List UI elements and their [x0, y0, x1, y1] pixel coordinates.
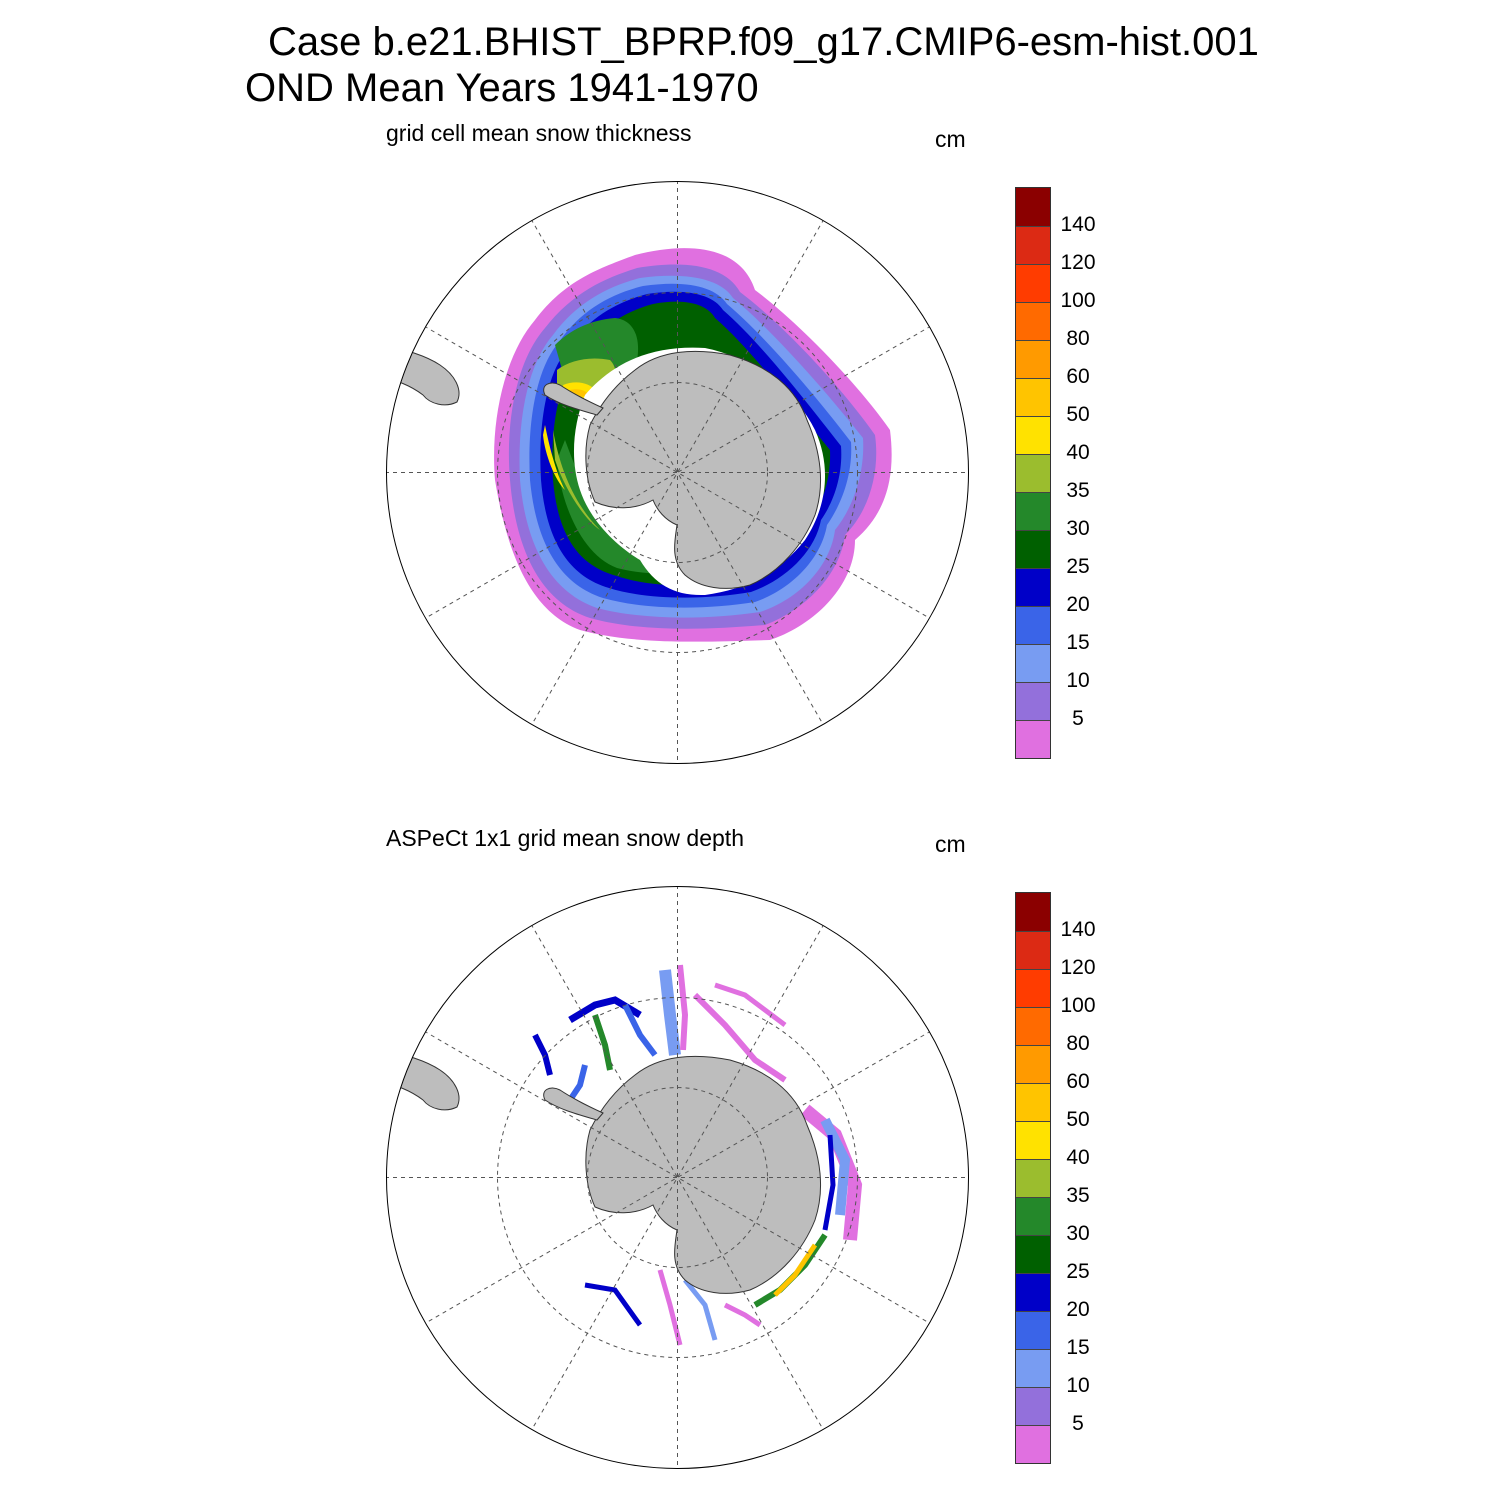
colorbar-tick-label: 120	[1060, 956, 1096, 979]
colorbar-tick-label: 40	[1066, 441, 1090, 464]
colorbar-tick-label: 35	[1066, 1184, 1090, 1207]
colorbar-swatch	[1016, 1235, 1050, 1273]
observation-tracks	[532, 964, 863, 1346]
colorbar-tick-label: 50	[1066, 403, 1090, 426]
colorbar-swatch	[1016, 1121, 1050, 1159]
colorbar-swatch	[1016, 302, 1050, 340]
colorbar-swatch	[1016, 682, 1050, 720]
colorbar-tick-label: 140	[1060, 918, 1096, 941]
colorbar-tick-label: 25	[1066, 1260, 1090, 1283]
colorbar-swatch	[1016, 340, 1050, 378]
colorbar-tick-label: 20	[1066, 593, 1090, 616]
colorbar-tick-label: 15	[1066, 1336, 1090, 1359]
colorbar-swatch	[1016, 644, 1050, 682]
colorbar-tick-label: 15	[1066, 631, 1090, 654]
colorbar-tick-label: 80	[1066, 327, 1090, 350]
colorbar-swatch	[1016, 720, 1050, 758]
colorbar-swatch	[1016, 530, 1050, 568]
panel2-colorbar	[1015, 892, 1051, 1464]
colorbar-swatch	[1016, 226, 1050, 264]
panel2-title: ASPeCt 1x1 grid mean snow depth	[386, 825, 744, 851]
colorbar-swatch	[1016, 378, 1050, 416]
figure-title-line1: Case b.e21.BHIST_BPRP.f09_g17.CMIP6-esm-…	[268, 20, 1259, 64]
colorbar-tick-label: 25	[1066, 555, 1090, 578]
colorbar-swatch	[1016, 1197, 1050, 1235]
colorbar-tick-label: 30	[1066, 1222, 1090, 1245]
colorbar-swatch	[1016, 1425, 1050, 1463]
colorbar-swatch	[1016, 1273, 1050, 1311]
colorbar-swatch	[1016, 1349, 1050, 1387]
colorbar-tick-label: 80	[1066, 1032, 1090, 1055]
colorbar-tick-label: 140	[1060, 213, 1096, 236]
colorbar-swatch	[1016, 893, 1050, 931]
antarctica-landmass	[585, 350, 822, 589]
colorbar-swatch	[1016, 454, 1050, 492]
colorbar-tick-label: 20	[1066, 1298, 1090, 1321]
colorbar-swatch	[1016, 416, 1050, 454]
panel2-unit: cm	[935, 831, 966, 857]
colorbar-swatch	[1016, 1311, 1050, 1349]
panel1-polar-map	[386, 181, 969, 764]
colorbar-tick-label: 120	[1060, 251, 1096, 274]
colorbar-tick-label: 5	[1072, 1412, 1084, 1435]
colorbar-swatch	[1016, 1159, 1050, 1197]
colorbar-swatch	[1016, 1007, 1050, 1045]
panel1-unit: cm	[935, 126, 966, 152]
colorbar-tick-label: 30	[1066, 517, 1090, 540]
colorbar-tick-label: 60	[1066, 365, 1090, 388]
colorbar-swatch	[1016, 188, 1050, 226]
antarctica-landmass	[585, 1055, 822, 1294]
colorbar-tick-label: 40	[1066, 1146, 1090, 1169]
colorbar-tick-label: 100	[1060, 994, 1096, 1017]
antarctic-peninsula	[543, 382, 604, 416]
colorbar-tick-label: 60	[1066, 1070, 1090, 1093]
colorbar-swatch	[1016, 264, 1050, 302]
panel1-title: grid cell mean snow thickness	[386, 120, 692, 146]
colorbar-swatch	[1016, 1045, 1050, 1083]
colorbar-tick-label: 5	[1072, 707, 1084, 730]
colorbar-swatch	[1016, 969, 1050, 1007]
colorbar-swatch	[1016, 931, 1050, 969]
colorbar-swatch	[1016, 1083, 1050, 1121]
figure-title-line2: OND Mean Years 1941-1970	[245, 66, 759, 110]
antarctic-peninsula	[543, 1087, 604, 1121]
colorbar-tick-label: 35	[1066, 479, 1090, 502]
colorbar-swatch	[1016, 568, 1050, 606]
panel2-polar-map	[386, 886, 969, 1469]
south-america-tip	[386, 1049, 460, 1111]
colorbar-swatch	[1016, 492, 1050, 530]
panel1-colorbar	[1015, 187, 1051, 759]
colorbar-swatch	[1016, 606, 1050, 644]
snow-band-35-40	[553, 358, 616, 530]
colorbar-tick-label: 50	[1066, 1108, 1090, 1131]
colorbar-tick-label: 100	[1060, 289, 1096, 312]
colorbar-tick-label: 10	[1066, 669, 1090, 692]
south-america-tip	[386, 344, 460, 406]
colorbar-swatch	[1016, 1387, 1050, 1425]
colorbar-tick-label: 10	[1066, 1374, 1090, 1397]
